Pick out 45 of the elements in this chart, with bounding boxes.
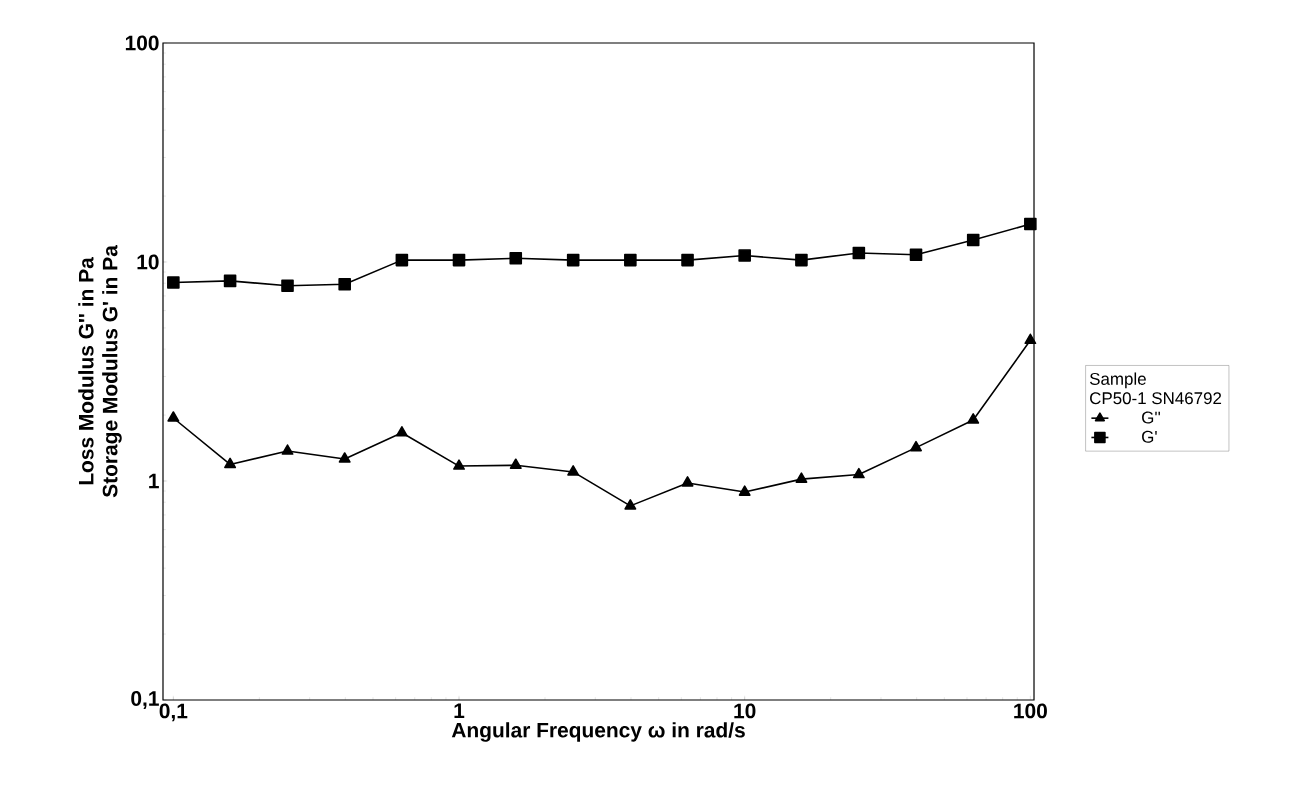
- point: [223, 274, 237, 288]
- point: [624, 253, 637, 267]
- y-tick-label: 10: [137, 254, 159, 270]
- point: [738, 249, 751, 262]
- x-tick-label: 0,1: [159, 703, 188, 722]
- x-tick-label: 1: [454, 703, 465, 718]
- point: [567, 465, 580, 476]
- point: [852, 467, 865, 479]
- point: [681, 476, 694, 487]
- legend-label: G'': [1142, 411, 1160, 424]
- legend-label: G': [1142, 430, 1157, 443]
- point: [681, 253, 694, 267]
- point: [966, 233, 980, 247]
- point: [167, 276, 180, 289]
- point: [738, 485, 751, 496]
- point: [281, 444, 294, 455]
- point: [395, 426, 408, 437]
- x-tick-label: 10: [734, 703, 756, 719]
- y-tick-label: 1: [149, 473, 159, 489]
- point: [509, 458, 522, 470]
- point: [795, 253, 808, 267]
- point: [395, 253, 409, 267]
- point: [452, 253, 466, 267]
- text: CP50-1 SN46792: [1090, 392, 1222, 405]
- x-tick-label: 100: [1014, 703, 1047, 719]
- point: [453, 459, 466, 470]
- point: [167, 411, 180, 422]
- x-axis-title: Angular Frequency ω in rad/s: [451, 722, 745, 742]
- point: [509, 251, 523, 265]
- y-axis-title: Loss Modulus G'' in Pa Storage Modulus G' in Pa: [78, 245, 122, 498]
- point: [967, 413, 980, 424]
- point: [910, 440, 923, 452]
- point: [909, 248, 923, 261]
- point: [852, 246, 866, 260]
- y-tick-label: 100: [125, 35, 159, 51]
- point: [338, 452, 351, 463]
- point: [1024, 333, 1037, 345]
- point: [566, 253, 580, 267]
- point: [338, 277, 351, 291]
- point: [224, 457, 237, 469]
- point: [1024, 217, 1037, 231]
- point: [624, 499, 637, 510]
- legend-title: Sample: [1089, 372, 1146, 389]
- point: [281, 279, 294, 293]
- point: [795, 472, 808, 483]
